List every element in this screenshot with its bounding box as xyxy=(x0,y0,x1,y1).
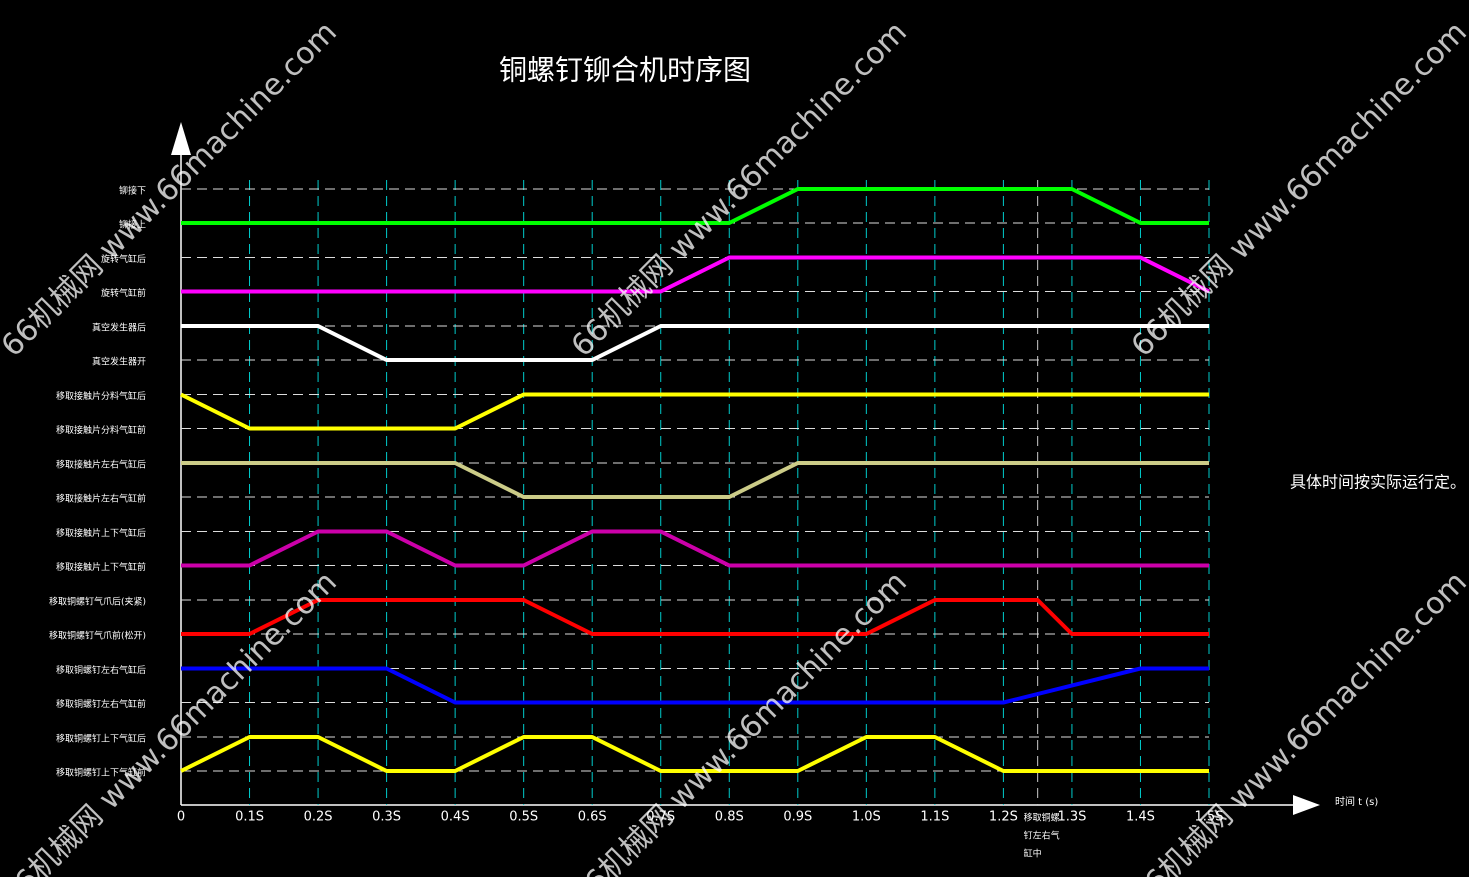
x-tick-label: 1.4S xyxy=(1126,810,1155,825)
signal-trace xyxy=(181,529,1209,568)
y-arrow xyxy=(171,122,191,155)
marker-label: 缸中 xyxy=(1024,848,1042,860)
x-tick-label: 0.2S xyxy=(304,810,333,825)
x-tick-label: 0.8S xyxy=(715,810,744,825)
signal-high-label: 移取铜螺钉左右气缸后 xyxy=(56,664,146,676)
x-tick-label: 1.2S xyxy=(989,810,1018,825)
signal-low-label: 移取铜螺钉上下气缸前 xyxy=(56,767,146,779)
x-tick-label: 1.1S xyxy=(920,810,949,825)
signal-low-label: 移取接触片左右气缸前 xyxy=(56,493,146,505)
signal-high-label: 移取接触片分料气缸后 xyxy=(56,390,146,402)
x-tick-label: 0.6S xyxy=(578,810,607,825)
title: 铜螺钉铆合机时序图 xyxy=(499,54,751,87)
x-tick-label: 1.5S xyxy=(1195,810,1224,825)
signal-high-label: 移取接触片上下气缸后 xyxy=(56,527,146,539)
marker-label: 移取铜螺 xyxy=(1024,812,1060,824)
note: 具体时间按实际运行定。 xyxy=(1290,473,1466,492)
signal-trace xyxy=(181,255,1210,294)
signal-low-label: 铆接上 xyxy=(119,219,146,231)
signal-low-label: 真空发生器开 xyxy=(92,356,146,368)
signal-low-label: 移取铜螺钉左右气缸前 xyxy=(56,698,146,710)
signal-low-label: 旋转气缸前 xyxy=(101,287,146,299)
signal-low-label: 移取铜螺钉气爪前(松开) xyxy=(49,630,146,642)
x-tick-label: 1.3S xyxy=(1057,810,1086,825)
signal-trace xyxy=(181,666,1209,705)
signal-high-label: 真空发生器后 xyxy=(92,322,146,334)
signal-low-label: 移取接触片上下气缸前 xyxy=(56,561,146,573)
signal-high-label: 铆接下 xyxy=(119,185,146,197)
signal-trace xyxy=(181,187,1209,225)
axis-label: 时间 t (s) xyxy=(1335,795,1378,808)
x-tick-label: 0.7S xyxy=(646,810,675,825)
x-tick-label: 0.3S xyxy=(372,810,401,825)
signal-trace xyxy=(181,324,1209,362)
x-tick-label: 1.0S xyxy=(852,810,881,825)
signal-trace xyxy=(180,392,1209,431)
signal-high-label: 移取铜螺钉气爪后(夹紧) xyxy=(49,596,146,608)
marker-label: 钉左右气 xyxy=(1024,830,1060,842)
x-arrow xyxy=(1293,795,1320,815)
x-tick-label: 0.5S xyxy=(509,810,538,825)
signal-trace xyxy=(181,598,1209,636)
x-tick-label: 0.4S xyxy=(441,810,470,825)
x-tick-label: 0 xyxy=(177,810,185,825)
signal-trace xyxy=(180,735,1209,773)
signal-high-label: 移取铜螺钉上下气缸后 xyxy=(56,733,146,745)
signal-high-label: 移取接触片左右气缸后 xyxy=(56,459,146,471)
x-tick-label: 0.9S xyxy=(783,810,812,825)
signal-high-label: 旋转气缸后 xyxy=(101,253,146,265)
signal-low-label: 移取接触片分料气缸前 xyxy=(56,424,146,436)
signal-trace xyxy=(181,461,1209,499)
x-tick-label: 0.1S xyxy=(235,810,264,825)
